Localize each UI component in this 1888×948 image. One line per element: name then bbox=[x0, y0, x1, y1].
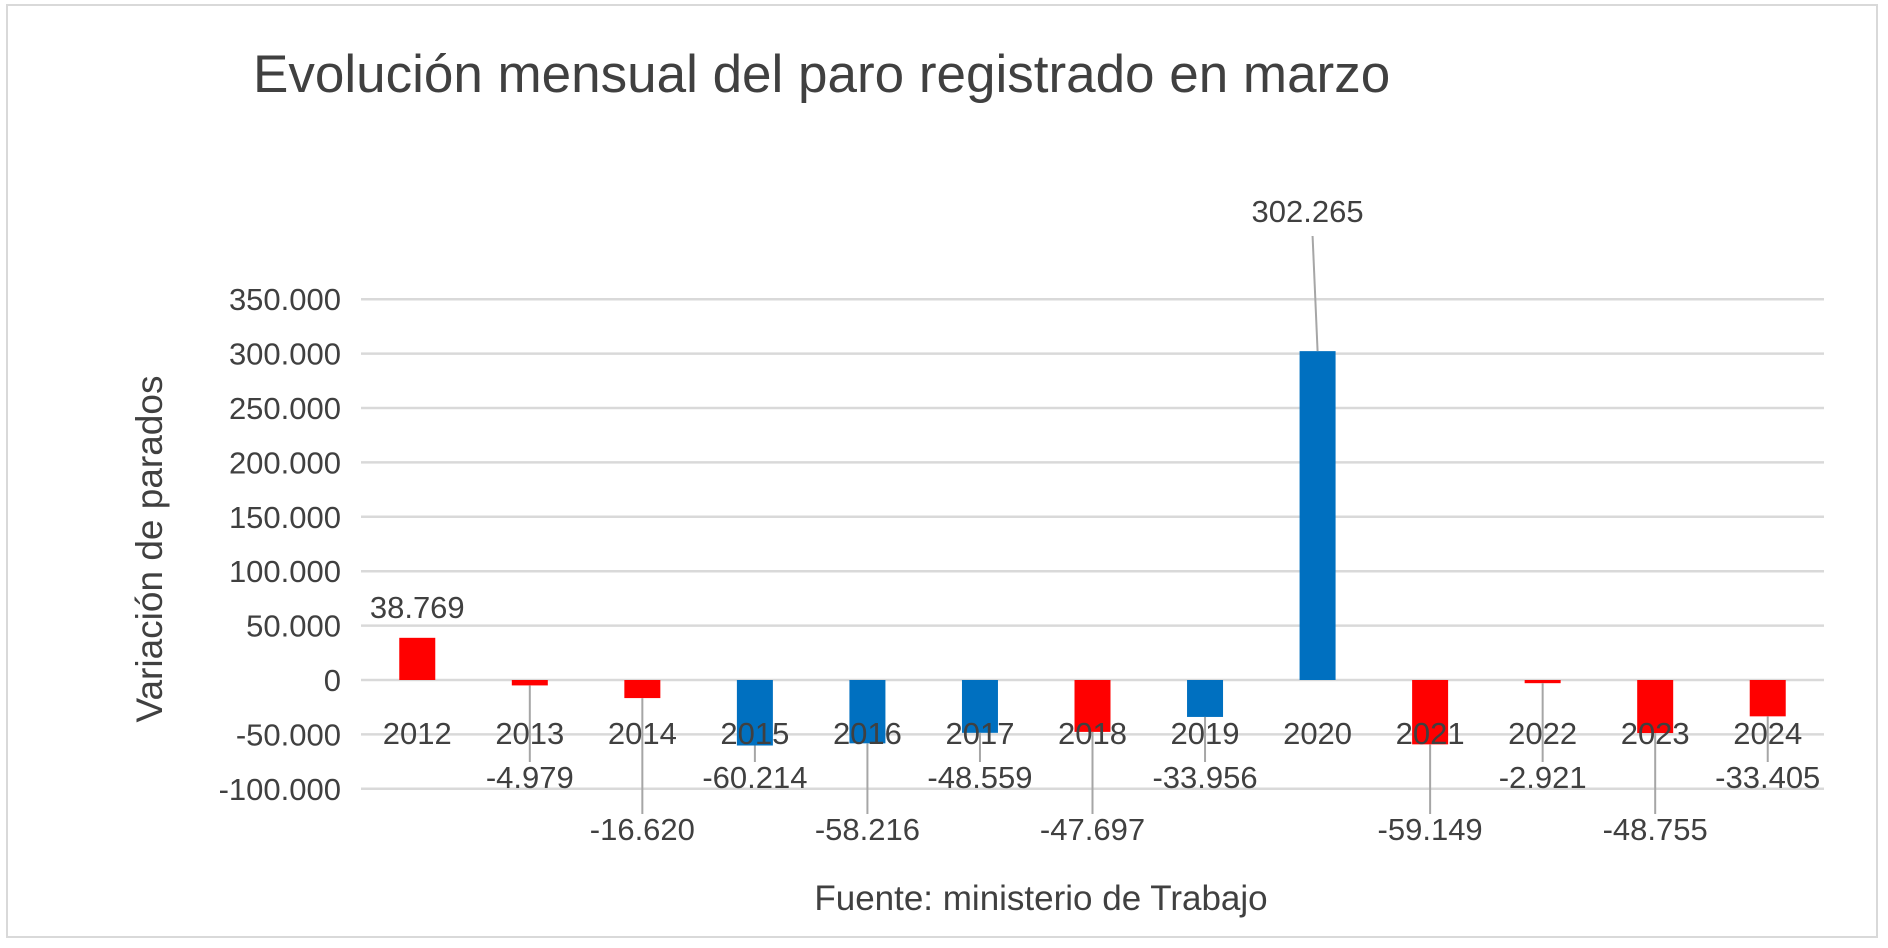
data-label: -33.405 bbox=[1715, 760, 1820, 795]
chart-frame bbox=[6, 4, 1878, 938]
bar-2012 bbox=[399, 637, 436, 680]
x-tick-label: 2012 bbox=[383, 716, 452, 751]
bar-2017 bbox=[961, 680, 998, 733]
y-tick-label: 0 bbox=[324, 663, 341, 698]
leader-lines bbox=[528, 235, 1769, 814]
data-label: 38.769 bbox=[370, 590, 465, 625]
bar-2024 bbox=[1749, 680, 1786, 717]
data-label: -2.921 bbox=[1499, 760, 1587, 795]
bar-2020 bbox=[1299, 351, 1336, 680]
bar-2018 bbox=[1074, 680, 1111, 732]
data-label: -58.216 bbox=[815, 812, 920, 847]
bar-2014 bbox=[624, 680, 661, 699]
y-tick-label: -100.000 bbox=[219, 772, 341, 807]
data-label: -4.979 bbox=[486, 760, 574, 795]
bar-2023 bbox=[1637, 680, 1674, 734]
data-label: -59.149 bbox=[1378, 812, 1483, 847]
y-tick-label: 150.000 bbox=[229, 500, 341, 535]
bar-2015 bbox=[736, 680, 773, 746]
bar-2022 bbox=[1524, 680, 1561, 684]
data-label: -60.214 bbox=[702, 760, 807, 795]
x-tick-label: 2015 bbox=[720, 716, 789, 751]
y-tick-label: 250.000 bbox=[229, 391, 341, 426]
chart-source: Fuente: ministerio de Trabajo bbox=[814, 879, 1267, 918]
chart-title: Evolución mensual del paro registrado en… bbox=[253, 45, 1390, 104]
data-label: -47.697 bbox=[1040, 812, 1145, 847]
y-tick-label: 100.000 bbox=[229, 554, 341, 589]
data-label: -16.620 bbox=[590, 812, 695, 847]
leader-line bbox=[1311, 235, 1319, 352]
y-tick-label: 300.000 bbox=[229, 337, 341, 372]
y-axis-ticks: 350.000 300.000 250.000 200.000 150.000 100.0… bbox=[219, 282, 341, 807]
data-label: -33.956 bbox=[1152, 760, 1257, 795]
y-tick-label: 50.000 bbox=[246, 609, 341, 644]
bar-2019 bbox=[1187, 680, 1224, 717]
bar-2021 bbox=[1412, 680, 1449, 745]
y-tick-label: 200.000 bbox=[229, 445, 341, 480]
bar-2016 bbox=[849, 680, 886, 744]
x-tick-label: 2020 bbox=[1283, 716, 1352, 751]
bar-2013 bbox=[511, 680, 548, 686]
data-labels: 38.769 -4.979 -16.620-60.214-58.216-48.559… bbox=[370, 194, 1820, 847]
bars bbox=[399, 351, 1786, 746]
y-axis-title: Variación de parados bbox=[129, 376, 170, 723]
data-label: -48.559 bbox=[927, 760, 1032, 795]
data-label: -48.755 bbox=[1603, 812, 1708, 847]
x-axis-ticks: 2012 2013 2014 2015 2016 2017 2018 2019 2020 2021… bbox=[383, 716, 1802, 751]
y-tick-label: 350.000 bbox=[229, 282, 341, 317]
data-label: 302.265 bbox=[1252, 194, 1364, 229]
y-tick-label: -50.000 bbox=[236, 717, 341, 752]
